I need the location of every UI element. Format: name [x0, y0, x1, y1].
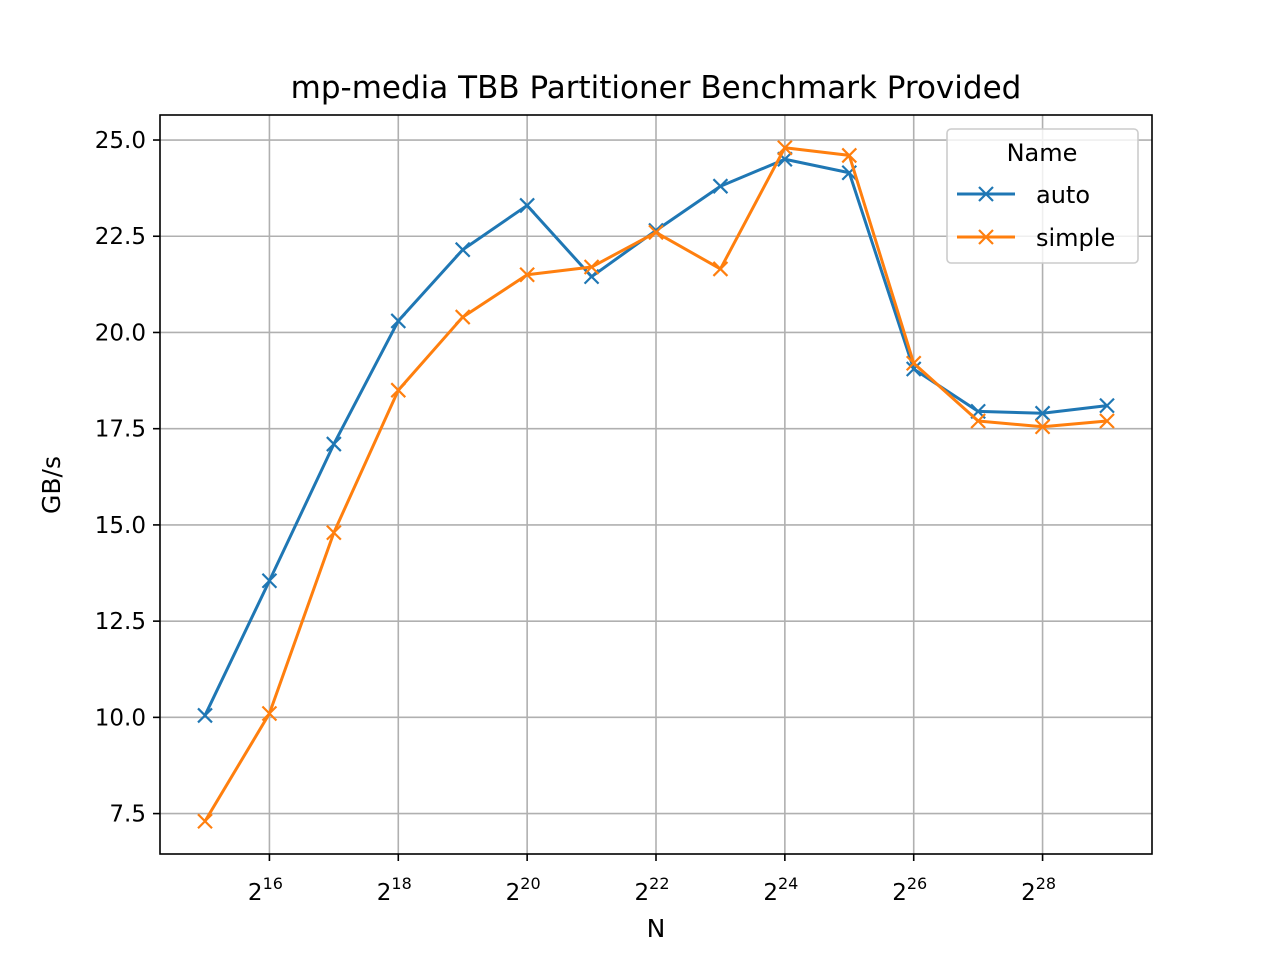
legend-marker-auto [978, 186, 994, 202]
data-point-auto [390, 313, 407, 329]
legend-title: Name [1007, 139, 1078, 167]
legend-entries: auto simple [957, 181, 1115, 252]
data-point-auto [261, 572, 278, 589]
data-point-simple [1034, 418, 1051, 435]
data-point-simple [261, 705, 278, 722]
chart-title: mp-media TBB Partitioner Benchmark Provi… [291, 70, 1022, 106]
data-point-simple [841, 147, 858, 164]
data-point-simple [1099, 413, 1115, 429]
data-point-simple [390, 382, 407, 398]
x-tick-label: 222 [635, 874, 670, 906]
data-point-auto [712, 178, 729, 194]
series-simple [197, 139, 1115, 830]
x-tick-label: 226 [892, 874, 927, 906]
data-point-auto [197, 707, 213, 724]
series-layer [197, 139, 1115, 830]
legend-box [946, 128, 1139, 264]
legend-marker-simple [978, 229, 994, 245]
y-tick-label: 7.5 [109, 802, 146, 828]
axis-ticks: 216 218 220 222 224 226 228 7.5 10.0 12.5 15.0 17.5… [95, 128, 1056, 906]
x-tick-label: 228 [1021, 874, 1056, 906]
x-axis-label: N [647, 914, 666, 943]
data-point-simple [197, 813, 213, 830]
data-point-simple [583, 259, 600, 275]
legend-label-simple: simple [1036, 224, 1115, 252]
y-tick-label: 25.0 [95, 128, 146, 154]
data-point-simple [648, 224, 664, 241]
x-tick-label: 218 [377, 874, 412, 906]
y-tick-label: 20.0 [95, 320, 146, 346]
x-tick-label: 216 [248, 874, 283, 906]
y-tick-label: 10.0 [95, 705, 146, 731]
data-point-auto [905, 361, 922, 377]
y-axis-label: GB/s [37, 456, 66, 514]
y-tick-label: 22.5 [95, 224, 146, 250]
legend: Name auto simple [946, 128, 1139, 264]
x-tick-label: 224 [763, 874, 798, 906]
data-point-auto [326, 436, 342, 452]
data-point-auto [519, 197, 535, 214]
data-point-simple [970, 413, 986, 429]
data-point-simple [712, 261, 729, 277]
data-point-auto [1099, 397, 1115, 414]
y-tick-label: 15.0 [95, 513, 146, 539]
data-point-simple [326, 524, 342, 541]
data-point-simple [905, 355, 922, 372]
legend-label-auto: auto [1036, 181, 1090, 209]
data-point-auto [454, 241, 471, 258]
x-tick-label: 220 [506, 874, 541, 906]
data-point-simple [454, 309, 471, 325]
y-tick-label: 12.5 [95, 609, 146, 635]
y-tick-label: 17.5 [95, 417, 146, 443]
data-point-simple [519, 266, 535, 283]
data-point-auto [1034, 405, 1051, 422]
data-point-simple [777, 139, 793, 156]
